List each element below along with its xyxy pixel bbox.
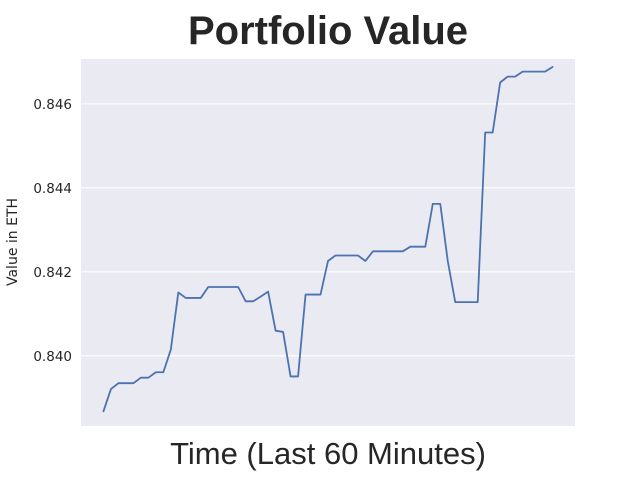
chart-title: Portfolio Value xyxy=(188,9,468,53)
plot-area xyxy=(81,59,575,426)
y-axis-ticks: 0.840 0.842 0.844 0.846 xyxy=(33,97,72,365)
series-line-group xyxy=(102,66,554,413)
y-tick-label: 0.842 xyxy=(33,265,72,281)
y-tick-label: 0.846 xyxy=(33,97,72,113)
portfolio-value-line xyxy=(102,66,554,413)
y-tick-label: 0.840 xyxy=(33,349,72,365)
x-axis-label: Time (Last 60 Minutes) xyxy=(170,436,486,471)
y-axis-label: Value in ETH xyxy=(5,198,21,286)
y-tick-label: 0.844 xyxy=(33,181,72,197)
gridlines xyxy=(81,103,575,357)
